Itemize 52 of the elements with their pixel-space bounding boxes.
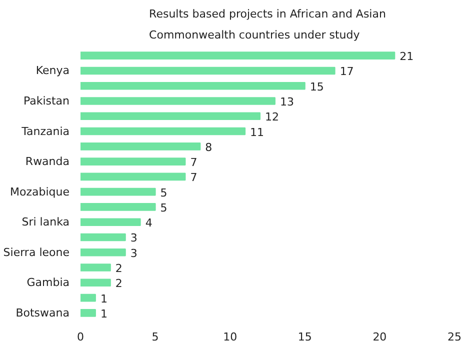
y-tick-label: Sierra leone — [3, 246, 70, 259]
y-tick-label: Kenya — [36, 64, 70, 78]
x-tick-label: 5 — [152, 330, 159, 343]
bar — [80, 278, 111, 287]
data-label: 17 — [340, 65, 354, 78]
bar — [80, 188, 156, 196]
bar — [80, 203, 156, 211]
y-tick-label: Gambia — [26, 276, 70, 290]
bar — [80, 158, 186, 166]
data-label: 1 — [100, 307, 108, 320]
data-label: 8 — [205, 140, 212, 154]
y-tick-label: Botswana — [16, 306, 70, 320]
data-label: 12 — [265, 110, 280, 124]
data-label: 2 — [115, 277, 122, 290]
data-label: 5 — [160, 186, 168, 200]
bar — [80, 218, 141, 226]
y-tick-label: Rwanda — [25, 155, 70, 168]
bar — [80, 82, 306, 90]
bar — [80, 172, 186, 181]
bar — [80, 127, 246, 136]
y-tick-label: Sri lanka — [22, 216, 70, 229]
x-tick-label: 10 — [223, 330, 238, 343]
data-label: 1 — [100, 292, 108, 306]
data-label: 3 — [130, 246, 138, 260]
x-tick-label: 15 — [298, 330, 312, 343]
data-label: 5 — [160, 201, 168, 214]
data-label: 13 — [280, 95, 294, 108]
y-tick-label: Tanzania — [20, 124, 70, 138]
bar — [80, 233, 126, 242]
y-tick-label: Pakistan — [23, 94, 70, 108]
bar — [80, 142, 201, 150]
bar — [80, 248, 126, 256]
data-label: 15 — [310, 80, 324, 94]
data-label: 2 — [115, 262, 122, 276]
x-tick-label: 20 — [372, 330, 387, 343]
data-label: 11 — [250, 126, 264, 139]
bar — [80, 309, 96, 317]
bar — [80, 66, 336, 75]
bar — [80, 97, 276, 105]
bar — [80, 52, 396, 60]
y-tick-label: Mozabique — [10, 185, 70, 198]
bar — [80, 264, 111, 272]
data-label: 21 — [400, 50, 414, 64]
x-tick-label: 25 — [448, 330, 462, 343]
data-label: 7 — [190, 156, 198, 170]
x-tick-label: 0 — [77, 330, 84, 343]
bar — [80, 112, 261, 120]
chart-title: Results based projects in African and Asian Commonwealth countries under study — [149, 8, 386, 42]
data-label: 3 — [130, 232, 138, 245]
data-label: 7 — [190, 171, 198, 184]
data-label: 4 — [145, 216, 152, 230]
bar — [80, 294, 96, 302]
